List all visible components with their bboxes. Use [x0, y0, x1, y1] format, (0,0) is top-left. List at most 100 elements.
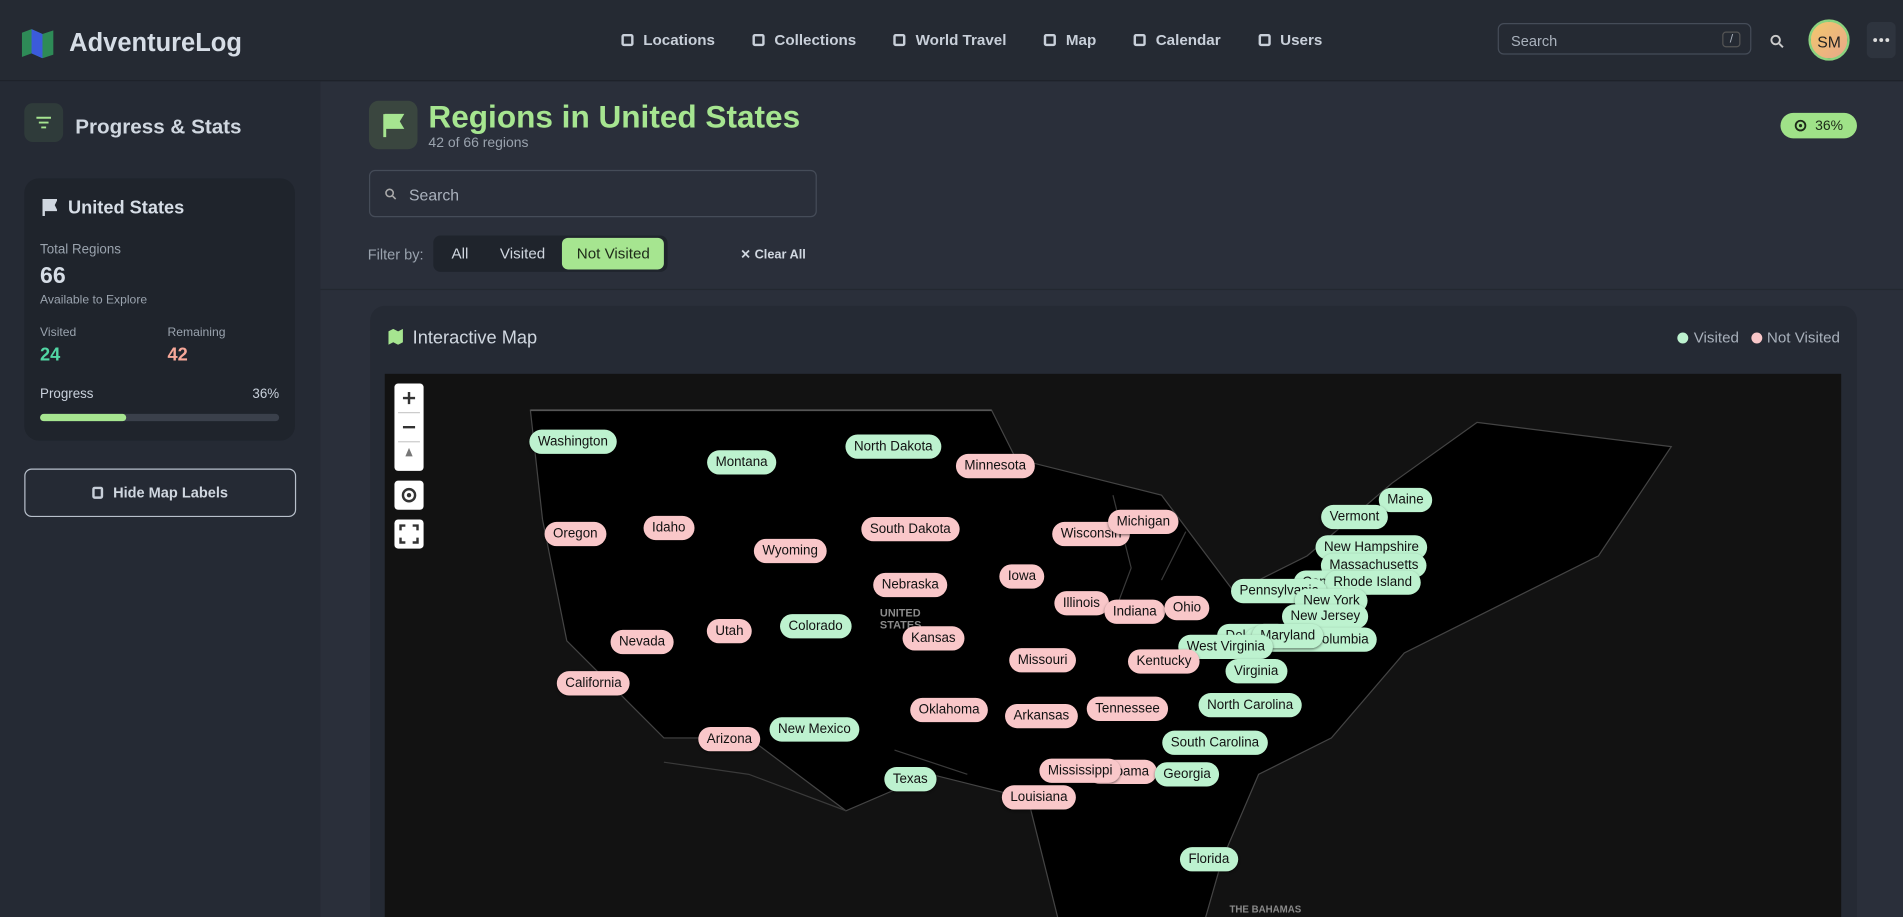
region-label[interactable]: Montana [707, 450, 777, 475]
region-label[interactable]: Mississippi [1039, 758, 1121, 783]
locate-button[interactable] [394, 480, 424, 510]
nav-text: Collections [774, 31, 857, 49]
region-label[interactable]: California [556, 671, 631, 696]
nav-text: Users [1280, 31, 1323, 49]
region-label[interactable]: Idaho [643, 515, 694, 541]
filter-button[interactable]: Not Visited [562, 237, 665, 270]
region-label[interactable]: Washington [529, 429, 617, 454]
map-card: Interactive Map Visited Not Visited UNITE… [370, 305, 1857, 917]
clear-button[interactable]: ✕ Clear All [740, 247, 806, 263]
icon [383, 113, 405, 138]
region-label[interactable]: Illinois [1054, 591, 1109, 616]
progress-bar [40, 413, 127, 422]
nav-icon [1258, 33, 1271, 47]
region-label[interactable]: Vermont [1321, 504, 1388, 530]
total: 66 [40, 263, 66, 289]
map[interactable]: UNITED STATES THE BAHAMAS Washington Mont… [384, 373, 1842, 917]
region-search[interactable]: Search [368, 169, 817, 218]
progress-value: 36% [252, 387, 280, 402]
sidebar: Progress & Stats United States Total Reg… [0, 81, 321, 917]
region-label[interactable]: Indiana [1104, 599, 1166, 624]
hide-labels-button[interactable]: Hide Map Labels [24, 468, 297, 518]
stats-card: United States Total Regions 66 Available… [24, 178, 295, 441]
region-label[interactable]: Utah [706, 618, 753, 644]
basemap [529, 409, 1673, 917]
nav-text: Map [1065, 31, 1097, 49]
zoom-control[interactable] [394, 383, 424, 471]
region-label[interactable]: Rhode Island [1324, 570, 1421, 595]
filter-label: Filter by: [367, 246, 424, 264]
total-label: Total Regions [40, 242, 121, 258]
region-label[interactable]: Maine [1378, 487, 1433, 513]
region-label[interactable]: Oregon [544, 521, 607, 547]
region-label[interactable]: North Carolina [1198, 693, 1302, 718]
region-label[interactable]: Michigan [1108, 509, 1179, 535]
filter-button[interactable]: Visited [499, 245, 546, 263]
avatar[interactable]: SM [1808, 19, 1850, 61]
nav-text: Locations [643, 31, 715, 49]
filter-button[interactable]: All [451, 245, 469, 263]
region-label[interactable]: Ohio [1164, 595, 1210, 621]
page-header: Regions in United States 42 of 66 region… [320, 81, 1903, 291]
region-label[interactable]: South Dakota [861, 517, 960, 542]
region-label[interactable]: Oklahoma [910, 697, 989, 723]
icon [401, 487, 417, 503]
navbar: AdventureLog Locations Collections World T… [0, 0, 1903, 82]
legend-text: Not Visited [1766, 328, 1840, 346]
legend-item: Not Visited [1751, 329, 1840, 346]
nav-item[interactable]: Map [1044, 32, 1096, 49]
nav-item[interactable]: Users [1258, 32, 1322, 49]
region-label[interactable]: Nebraska [873, 572, 948, 598]
brand[interactable]: AdventureLog [69, 29, 242, 58]
region-label[interactable]: Florida [1179, 847, 1238, 872]
map-title: Interactive Map [412, 327, 538, 349]
nav-items: Locations Collections World Travel Map Calen… [621, 32, 1322, 49]
region-label[interactable]: Wisconsin [1052, 521, 1131, 547]
region-label[interactable]: Arizona [698, 727, 761, 752]
region-label[interactable]: Wyoming [753, 538, 827, 564]
nav-item[interactable]: Locations [621, 32, 715, 49]
visited-count: 24 [40, 344, 61, 366]
region-label[interactable]: Colorado [780, 614, 852, 639]
filter-icon[interactable] [24, 103, 64, 143]
nav-text: Calendar [1155, 31, 1221, 49]
basemap-label: THE BAHAMAS [1229, 904, 1302, 916]
search-icon[interactable] [1770, 34, 1785, 49]
region-label[interactable]: Tennessee [1086, 696, 1169, 721]
region-label[interactable]: South Carolina [1162, 730, 1268, 755]
region-label[interactable]: Missouri [1009, 648, 1076, 673]
nav-item[interactable]: World Travel [893, 31, 1007, 49]
visited-label: Visited [40, 326, 77, 340]
nav-search[interactable]: Search / [1497, 23, 1752, 55]
region-label[interactable]: Texas [884, 767, 937, 792]
badge-text: 36% [1815, 118, 1844, 133]
region-label[interactable]: Kansas [902, 626, 965, 651]
page-title: Regions in United States [428, 98, 801, 135]
placeholder: Search [409, 185, 460, 204]
icon [1795, 119, 1807, 132]
nav-item[interactable]: Calendar [1133, 31, 1221, 49]
region-label[interactable]: Nevada [610, 629, 674, 655]
clear-text: Clear All [754, 247, 806, 263]
region-label[interactable]: Minnesota [955, 453, 1035, 479]
filters: All Visited Not Visited [433, 235, 669, 272]
region-label[interactable]: Iowa [999, 564, 1045, 589]
region-label[interactable]: Georgia [1154, 762, 1220, 787]
nav-item[interactable]: Collections [752, 31, 857, 49]
nav-text: World Travel [915, 31, 1007, 49]
region-label[interactable]: North Dakota [845, 434, 942, 459]
nav-icon [621, 33, 634, 47]
region-label[interactable]: Kentucky [1127, 649, 1200, 674]
region-label[interactable]: Virginia [1225, 659, 1287, 684]
region-label[interactable]: Louisiana [1001, 785, 1077, 810]
icon [399, 524, 419, 544]
search-icon [385, 188, 397, 200]
legend-dot [1677, 331, 1689, 343]
fullscreen-button[interactable] [394, 519, 424, 549]
region-label[interactable]: New Mexico [769, 717, 860, 742]
remaining-label: Remaining [167, 326, 226, 340]
more-button[interactable] [1866, 21, 1896, 59]
nav-icon [1133, 33, 1146, 47]
region-label[interactable]: New Jersey [1281, 604, 1369, 629]
region-label[interactable]: Arkansas [1005, 703, 1078, 729]
